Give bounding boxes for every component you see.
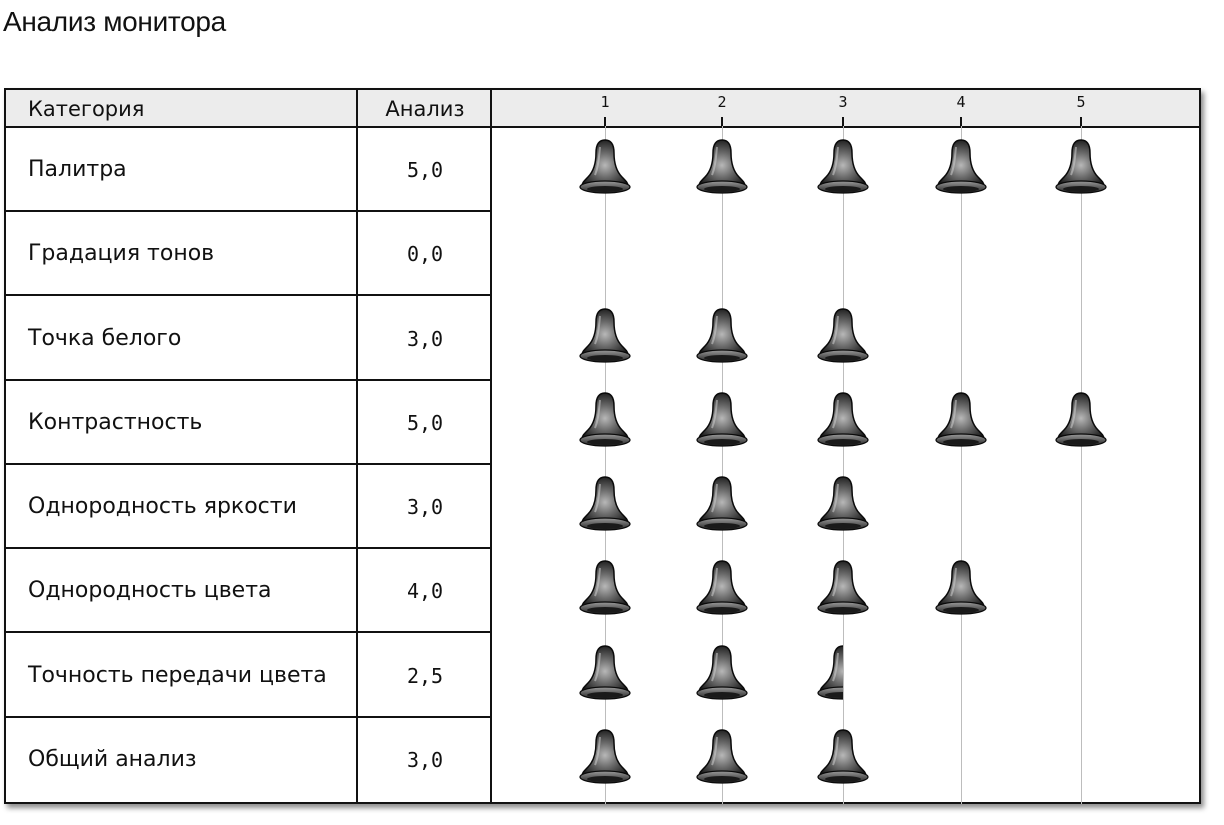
scale-gridline <box>1081 126 1082 804</box>
page-title: Анализ монитора <box>3 6 226 37</box>
bell-icon <box>574 727 636 789</box>
bell-icon <box>812 558 874 620</box>
row-separator <box>6 294 492 297</box>
bell-icon <box>930 390 992 452</box>
score-value: 3,0 <box>406 326 444 351</box>
score-value: 4,0 <box>406 579 444 604</box>
bell-icon <box>574 390 636 452</box>
scale-label-4: 4 <box>956 93 966 111</box>
scale-label-1: 1 <box>600 93 610 111</box>
score-value: 5,0 <box>406 410 444 435</box>
table-row: Палитра 5,0 <box>6 128 492 212</box>
bell-icon <box>812 727 874 789</box>
scale-gridline <box>605 126 606 804</box>
scale-tick <box>960 117 962 126</box>
score-value: 0,0 <box>406 242 444 267</box>
bell-icon <box>691 558 753 620</box>
scale-tick <box>604 117 606 126</box>
monitor-analysis-table: Категория Анализ 1 2 3 4 5 Палитра 5,0 Градаци… <box>4 88 1201 804</box>
score-value: 2,5 <box>406 663 444 688</box>
bell-icon <box>1050 390 1112 452</box>
bell-icon <box>691 643 753 705</box>
bell-icon <box>812 137 874 199</box>
bell-icon-half <box>812 643 843 705</box>
bell-icon <box>574 137 636 199</box>
bell-icon <box>812 474 874 536</box>
scale-gridline <box>722 126 723 804</box>
table-row: Контрастность 5,0 <box>6 381 492 465</box>
scale-gridline <box>961 126 962 804</box>
category-label: Точность передачи цвета <box>28 662 327 688</box>
row-separator <box>6 631 492 634</box>
score-value: 3,0 <box>406 747 444 772</box>
monitor-analysis-table-wrapper: Категория Анализ 1 2 3 4 5 Палитра 5,0 Градаци… <box>4 88 1201 804</box>
bell-icon <box>574 558 636 620</box>
scale-tick <box>721 117 723 126</box>
bell-icon <box>930 137 992 199</box>
scale-gridline <box>843 126 844 804</box>
bell-icon <box>574 306 636 368</box>
row-separator <box>6 462 492 465</box>
table-row: Однородность яркости 3,0 <box>6 465 492 549</box>
category-label: Контрастность <box>28 409 203 435</box>
category-label: Общий анализ <box>28 746 197 772</box>
category-label: Однородность цвета <box>28 578 272 604</box>
category-label: Точка белого <box>28 325 182 351</box>
scale-tick <box>1080 117 1082 126</box>
table-row: Общий анализ 3,0 <box>6 718 491 802</box>
row-separator <box>6 378 492 381</box>
header-category: Категория <box>28 97 145 121</box>
bell-icon <box>691 306 753 368</box>
bell-icon <box>574 474 636 536</box>
table-row: Точность передачи цвета 2,5 <box>6 634 492 718</box>
bell-icon <box>691 137 753 199</box>
bell-icon <box>574 643 636 705</box>
category-label: Однородность яркости <box>28 494 297 519</box>
column-separator <box>490 90 492 802</box>
table-header: Категория Анализ <box>6 90 1199 128</box>
bell-icon <box>1050 137 1112 199</box>
table-row: Градация тонов 0,0 <box>6 212 492 297</box>
row-separator <box>6 210 492 212</box>
table-row: Точка белого 3,0 <box>6 297 492 381</box>
score-value: 3,0 <box>406 495 444 519</box>
column-separator <box>356 90 358 802</box>
scale-label-2: 2 <box>717 93 727 111</box>
score-value: 5,0 <box>406 158 444 182</box>
scale-label-5: 5 <box>1076 93 1086 111</box>
bell-icon <box>812 390 874 452</box>
bell-icon <box>930 558 992 620</box>
bell-icon <box>812 306 874 368</box>
category-label: Палитра <box>28 157 127 182</box>
scale-label-3: 3 <box>838 93 848 111</box>
category-label: Градация тонов <box>28 241 215 267</box>
table-row: Однородность цвета 4,0 <box>6 549 492 634</box>
row-separator <box>6 547 492 549</box>
scale-tick <box>842 117 844 126</box>
bell-icon <box>691 474 753 536</box>
bell-icon <box>691 727 753 789</box>
header-rating: Анализ <box>385 97 465 121</box>
row-separator <box>6 715 492 718</box>
bell-icon <box>691 390 753 452</box>
